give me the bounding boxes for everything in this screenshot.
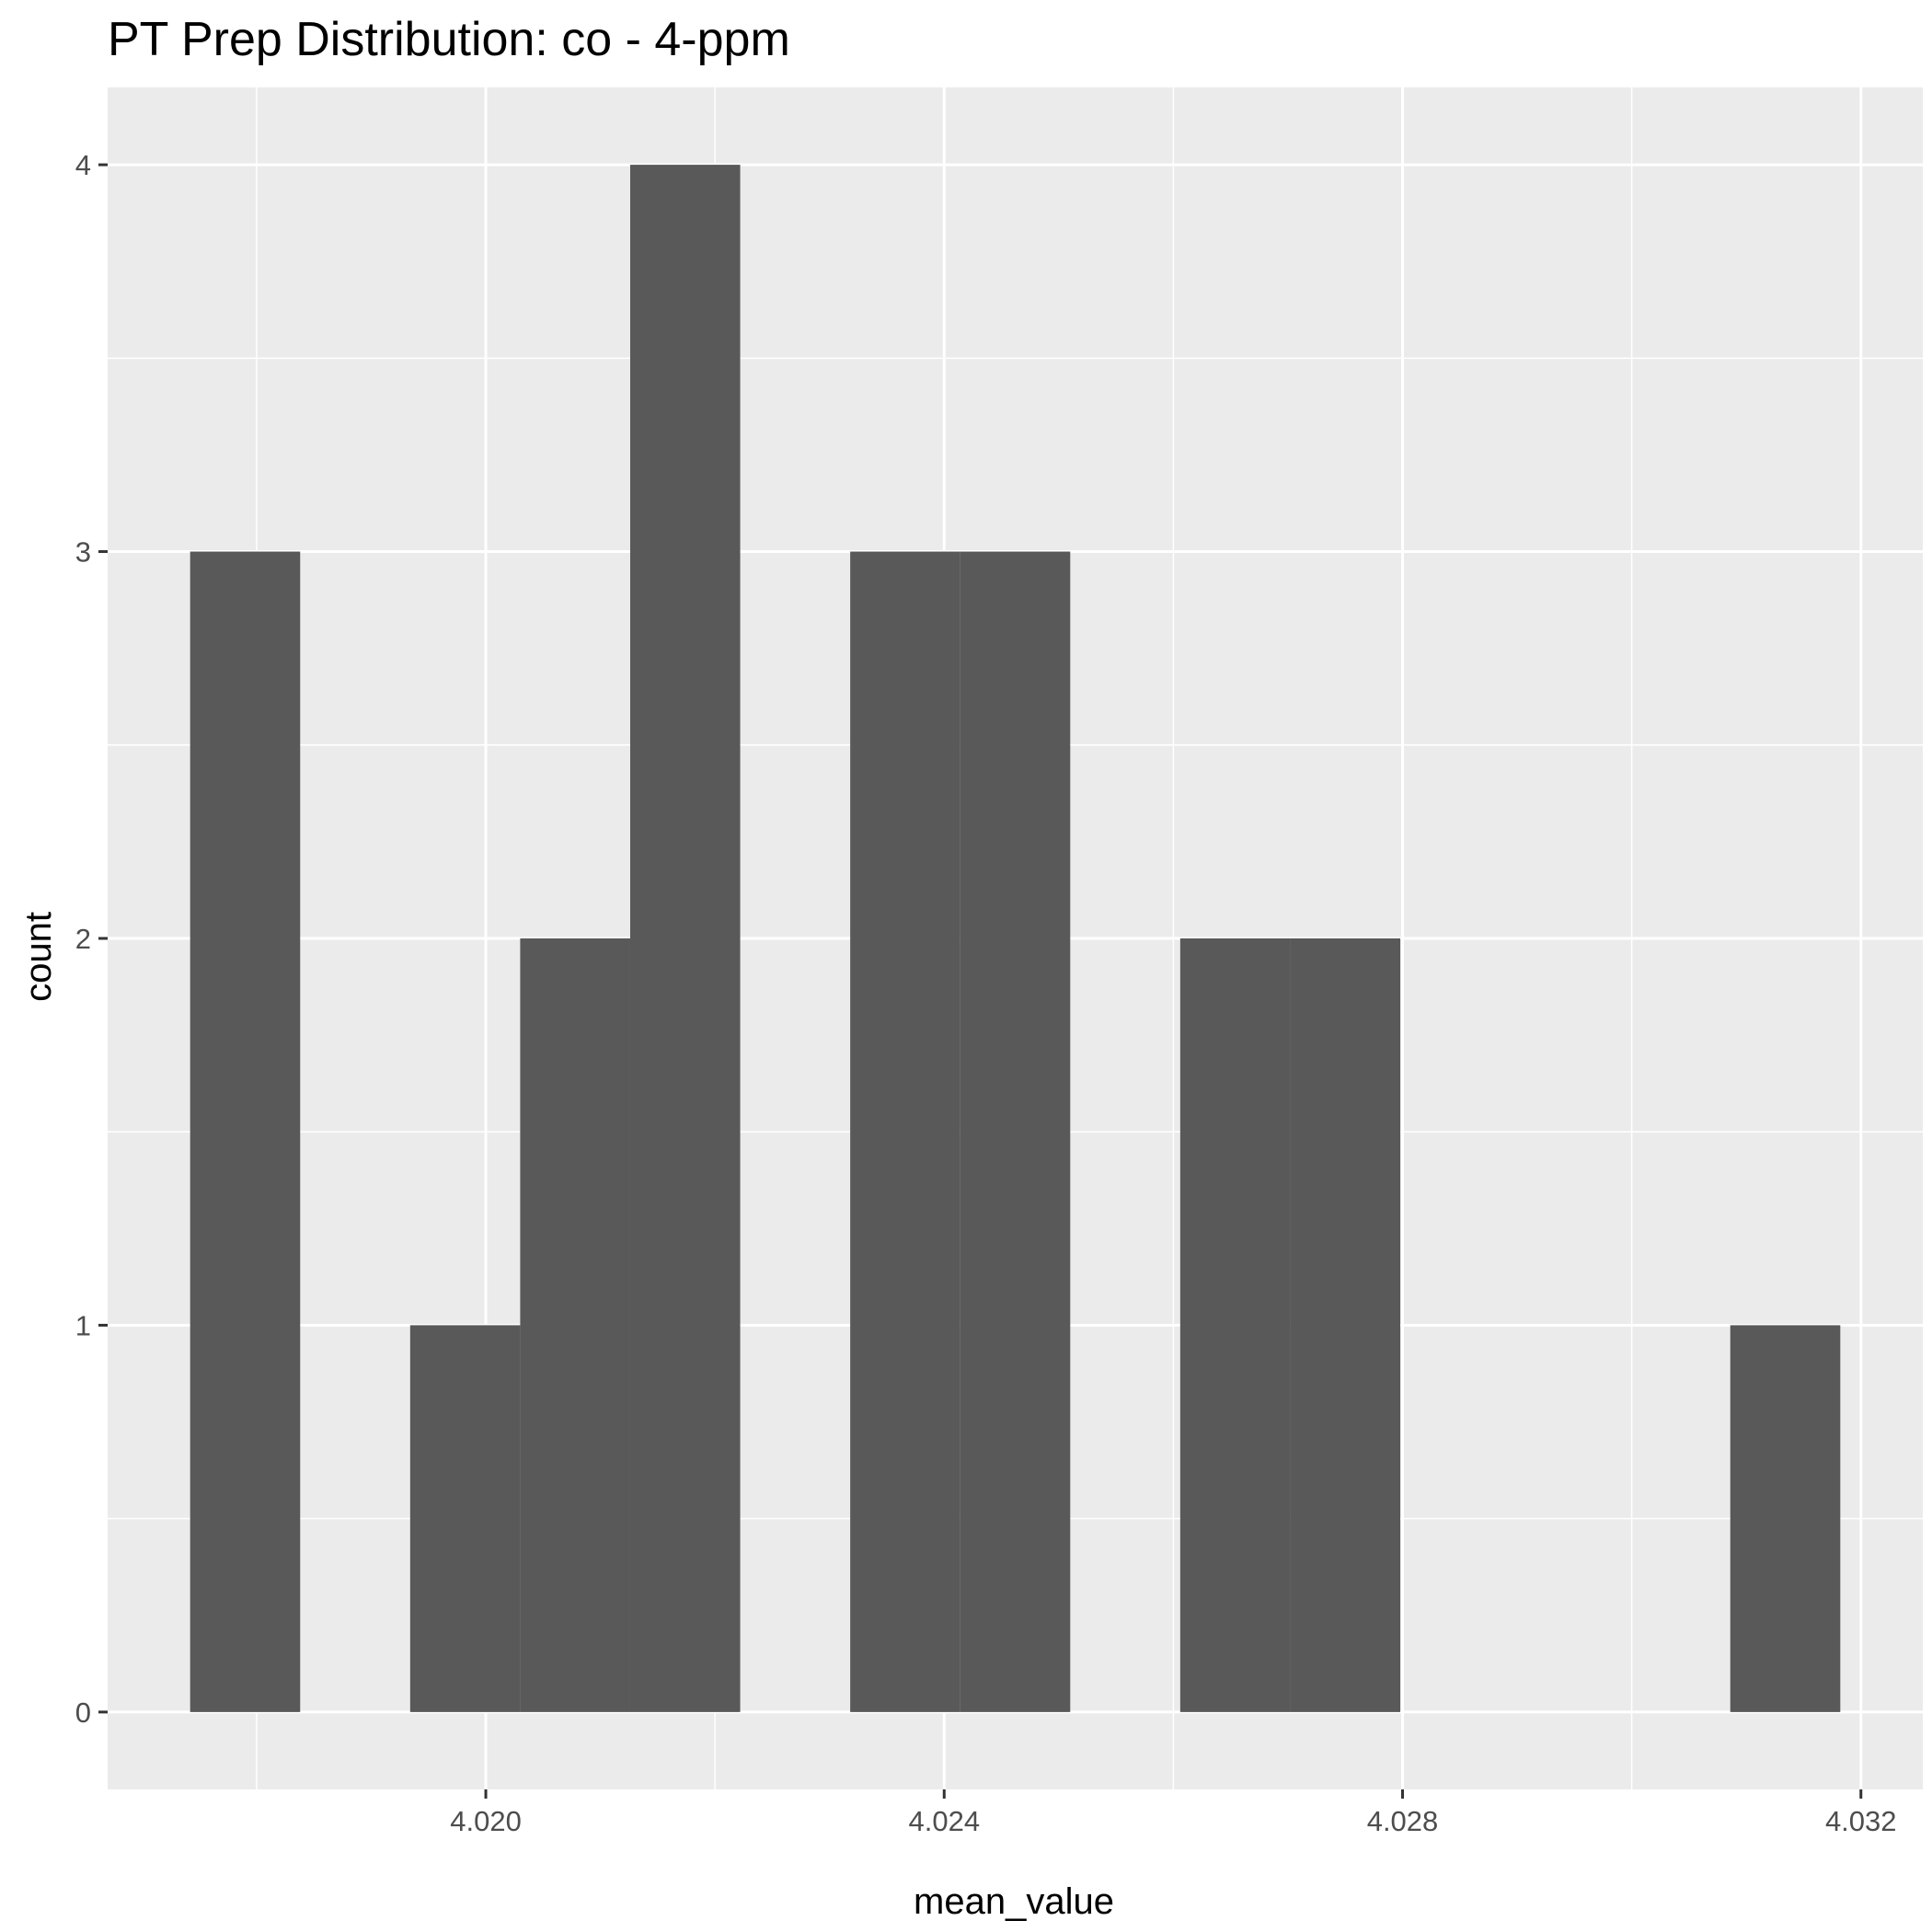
y-axis: 0 1 2 3 4 xyxy=(75,149,108,1729)
x-axis-title: mean_value xyxy=(914,1881,1114,1922)
x-tick-label: 4.028 xyxy=(1367,1805,1439,1837)
histogram-bar xyxy=(850,551,960,1712)
histogram-bar xyxy=(190,551,301,1712)
y-tick-label: 3 xyxy=(75,536,91,569)
histogram-bar xyxy=(520,938,630,1712)
y-axis-title: count xyxy=(18,912,59,1002)
y-tick-label: 4 xyxy=(75,149,91,181)
chart-title: PT Prep Distribution: co - 4-ppm xyxy=(108,13,790,66)
histogram-bar xyxy=(1179,938,1291,1712)
histogram-bar xyxy=(960,551,1071,1712)
histogram-bar xyxy=(409,1325,521,1712)
x-tick-label: 4.032 xyxy=(1825,1805,1897,1837)
x-tick-label: 4.020 xyxy=(450,1805,522,1837)
y-tick-label: 2 xyxy=(75,923,91,955)
bars xyxy=(190,165,1841,1712)
y-tick-label: 0 xyxy=(75,1696,91,1729)
x-axis: 4.020 4.024 4.028 4.032 xyxy=(450,1789,1897,1837)
histogram-bar xyxy=(1730,1325,1841,1712)
x-tick-label: 4.024 xyxy=(908,1805,980,1837)
histogram-bar xyxy=(1290,938,1401,1712)
histogram-bar xyxy=(629,165,741,1712)
y-tick-label: 1 xyxy=(75,1309,91,1341)
